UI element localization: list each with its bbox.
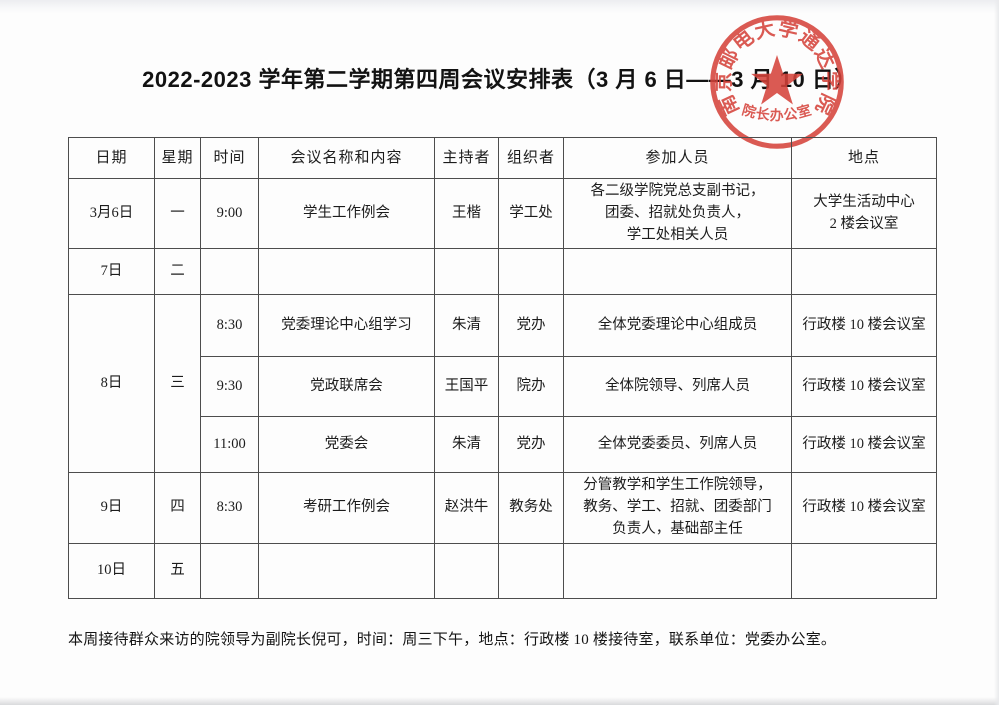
cell-meeting: 学生工作例会 xyxy=(258,177,435,250)
table-row: 3月6日 一 9:00 学生工作例会 王楷 学工处 各二级学院党总支副书记， 团… xyxy=(68,177,937,250)
cell-participants: 各二级学院党总支副书记， 团委、招就处负责人， 学工处相关人员 xyxy=(563,177,792,250)
cell-time: 11:00 xyxy=(200,416,259,474)
header-meeting: 会议名称和内容 xyxy=(258,137,435,179)
cell-organizer: 党办 xyxy=(498,416,564,474)
cell-date: 8日 xyxy=(68,294,155,474)
page-title: 2022-2023 学年第二学期第四周会议安排表（3 月 6 日——3 月 10… xyxy=(142,67,857,92)
cell-time: 8:30 xyxy=(200,472,259,544)
cell-date: 10日 xyxy=(68,542,155,599)
seal-office-text: 院长办公室 xyxy=(740,101,813,123)
cell-participants: 全体党委理论中心组成员 xyxy=(563,294,792,358)
cell-date: 9日 xyxy=(68,472,155,544)
cell-meeting: 党委会 xyxy=(258,416,435,474)
cell-participants: 分管教学和学生工作院领导， 教务、学工、招就、团委部门 负责人，基础部主任 xyxy=(563,472,792,544)
cell-location: 行政楼 10 楼会议室 xyxy=(791,294,937,358)
cell-time xyxy=(200,248,259,296)
cell-weekday: 三 xyxy=(154,294,201,474)
cell-time: 9:00 xyxy=(200,177,259,250)
cell-meeting xyxy=(258,248,435,296)
header-organizer: 组织者 xyxy=(498,137,564,179)
table-row: 9:30 党政联席会 王国平 院办 全体院领导、列席人员 行政楼 10 楼会议室 xyxy=(69,356,937,418)
header-location: 地点 xyxy=(791,137,937,179)
table-header-row: 日期 星期 时间 会议名称和内容 主持者 组织者 参加人员 地点 xyxy=(68,137,937,179)
cell-location: 行政楼 10 楼会议室 xyxy=(791,416,937,474)
cell-organizer: 院办 xyxy=(498,356,564,418)
cell-weekday: 二 xyxy=(154,248,201,296)
cell-weekday: 四 xyxy=(154,472,201,544)
cell-date: 3月6日 xyxy=(68,177,155,250)
cell-time xyxy=(200,542,259,599)
header-weekday: 星期 xyxy=(154,137,201,179)
table-row: 8日 三 8:30 党委理论中心组学习 朱清 党办 全体党委理论中心组成员 行政… xyxy=(68,294,937,474)
cell-meeting: 党委理论中心组学习 xyxy=(258,294,435,358)
cell-participants xyxy=(563,248,792,296)
cell-meeting xyxy=(258,542,435,599)
cell-host xyxy=(434,542,499,599)
cell-location xyxy=(791,542,937,599)
cell-host: 王楷 xyxy=(434,177,499,250)
cell-host: 朱清 xyxy=(434,416,499,474)
cell-participants: 全体院领导、列席人员 xyxy=(563,356,792,418)
header-date: 日期 xyxy=(68,137,155,179)
table-row: 9日 四 8:30 考研工作例会 赵洪牛 教务处 分管教学和学生工作院领导， 教… xyxy=(68,472,937,544)
cell-host: 王国平 xyxy=(434,356,499,418)
cell-location: 行政楼 10 楼会议室 xyxy=(791,356,937,418)
cell-participants xyxy=(563,542,792,599)
cell-location: 行政楼 10 楼会议室 xyxy=(791,472,937,544)
cell-host: 赵洪牛 xyxy=(434,472,499,544)
scan-edge-right xyxy=(994,0,999,705)
cell-meeting: 考研工作例会 xyxy=(258,472,435,544)
scan-edge-top xyxy=(0,0,999,14)
scan-edge-bottom xyxy=(0,697,999,705)
cell-time: 9:30 xyxy=(200,356,259,418)
reception-note: 本周接待群众来访的院领导为副院长倪可，时间：周三下午，地点：行政楼 10 楼接待… xyxy=(68,632,837,648)
table-row: 10日 五 xyxy=(68,542,937,599)
cell-organizer: 教务处 xyxy=(498,472,564,544)
header-participants: 参加人员 xyxy=(563,137,792,179)
cell-date: 7日 xyxy=(68,248,155,296)
header-time: 时间 xyxy=(200,137,259,179)
cell-weekday: 一 xyxy=(154,177,201,250)
cell-host: 朱清 xyxy=(434,294,499,358)
cell-organizer: 党办 xyxy=(498,294,564,358)
cell-time: 8:30 xyxy=(200,294,259,358)
header-host: 主持者 xyxy=(434,137,499,179)
table-row: 11:00 党委会 朱清 党办 全体党委委员、列席人员 行政楼 10 楼会议室 xyxy=(69,416,937,474)
cell-location xyxy=(791,248,937,296)
cell-host xyxy=(434,248,499,296)
cell-meeting: 党政联席会 xyxy=(258,356,435,418)
cell-participants: 全体党委委员、列席人员 xyxy=(563,416,792,474)
cell-organizer xyxy=(498,542,564,599)
cell-location: 大学生活动中心 2 楼会议室 xyxy=(791,177,937,250)
cell-organizer: 学工处 xyxy=(498,177,564,250)
table-row: 7日 二 xyxy=(68,248,937,296)
meeting-schedule-table: 日期 星期 时间 会议名称和内容 主持者 组织者 参加人员 地点 3月6日 一 … xyxy=(68,137,937,599)
cell-organizer xyxy=(498,248,564,296)
cell-weekday: 五 xyxy=(154,542,201,599)
